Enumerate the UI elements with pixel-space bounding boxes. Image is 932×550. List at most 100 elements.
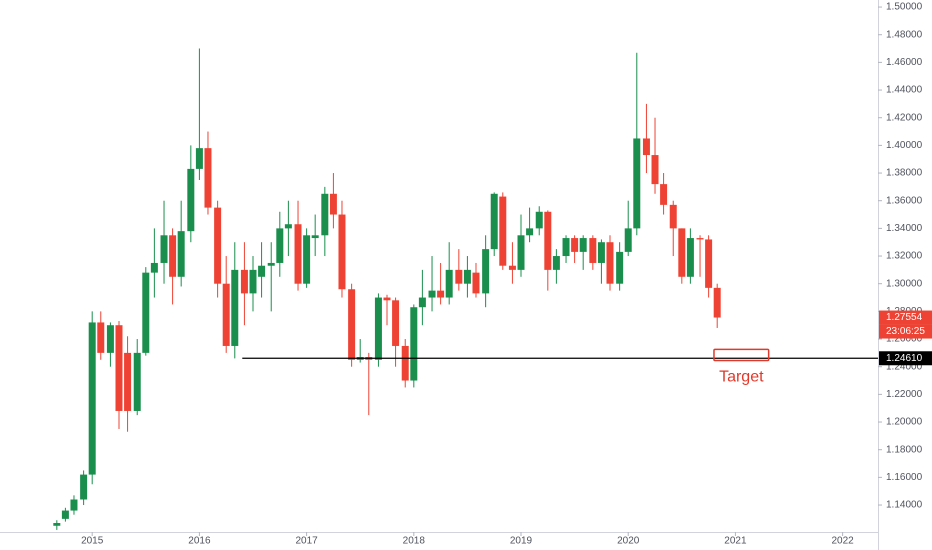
candle-body [249,269,257,294]
candle-body [392,300,400,346]
candle-body [669,204,677,229]
candle-body [597,242,605,263]
candle-body [106,325,114,353]
candle-body [222,283,230,346]
candle-body [383,297,391,301]
candle-body [97,322,105,353]
candle-body [696,238,704,240]
candle-body [499,196,507,266]
candle-body [88,322,96,475]
candle-body [258,265,266,277]
y-tick-label: 1.50000 [886,2,923,13]
x-tick-label: 2015 [81,536,104,547]
y-tick-label: 1.22000 [886,389,923,400]
candle-body [70,499,78,511]
y-tick-label: 1.34000 [886,223,923,234]
y-tick-label: 1.44000 [886,85,923,96]
candle-body [348,289,356,360]
y-tick-label: 1.20000 [886,417,923,428]
x-tick-label: 2019 [510,536,533,547]
x-tick-label: 2020 [617,536,640,547]
support-price-box [879,351,932,366]
candle-body [616,251,624,284]
candle-body [624,228,632,252]
y-tick-label: 1.32000 [886,251,923,262]
candle-body [169,235,177,277]
target-label: Target [719,369,764,386]
candle-body [401,345,409,381]
candle-body [517,235,525,270]
candle-body [606,242,614,284]
candle-body [177,231,185,277]
candle-body [508,265,516,270]
y-tick-label: 1.36000 [886,195,923,206]
x-tick-label: 2016 [188,536,211,547]
y-tick-label: 1.16000 [886,472,923,483]
candle-body [686,238,694,277]
candle-body [463,269,471,284]
candle-body [713,287,721,318]
countdown-box [879,324,932,339]
candle-body [410,307,418,381]
candle-body [61,510,69,519]
candle-body [490,193,498,250]
y-tick-label: 1.24000 [886,361,923,372]
candle-body [142,272,150,353]
candle-body [428,290,436,298]
y-tick-label: 1.46000 [886,57,923,68]
candle-body [133,352,141,411]
candle-body [124,352,132,411]
candle-body [642,138,650,156]
countdown-label: 23:06:25 [886,326,925,337]
x-tick-label: 2022 [831,536,854,547]
y-tick-label: 1.26000 [886,334,923,345]
candle-body [526,228,534,236]
candle-body [445,269,453,298]
candle-body [267,262,275,266]
candle-body [418,297,426,308]
candle-body [80,474,88,500]
candle-body [204,148,212,208]
y-tick-label: 1.48000 [886,29,923,40]
last-price-box [879,310,932,325]
y-tick-label: 1.14000 [886,500,923,511]
target-box [713,348,770,362]
candle-body [150,262,158,273]
candle-body [455,269,463,284]
y-tick-label: 1.40000 [886,140,923,151]
candle-body [705,239,713,288]
candle-body [231,269,239,346]
candle-body [311,235,319,239]
candle-body [678,228,686,277]
y-tick-label: 1.42000 [886,112,923,123]
candle-body [589,238,597,263]
candle-body [195,148,203,169]
candle-body [374,297,382,360]
candle-body [160,235,168,263]
candle-body [303,235,311,284]
candle-body [240,269,248,294]
candle-body [571,238,579,252]
last-price-label: 1.27554 [886,312,923,323]
candle-body [562,238,570,257]
x-tick-label: 2017 [295,536,318,547]
candle-body [579,238,587,252]
candle-body [651,155,659,185]
candle-body [187,168,195,232]
candle-body [544,211,552,270]
candle-body [552,256,560,270]
x-tick-label: 2021 [724,536,747,547]
y-tick-label: 1.30000 [886,278,923,289]
candle-body [535,211,543,229]
candle-body [437,290,445,298]
candle-body [482,249,490,294]
candle-body [472,272,480,294]
x-tick-label: 2018 [403,536,426,547]
candle-body [214,207,222,284]
candle-body [53,523,61,526]
candle-body [294,224,302,284]
candle-body [115,325,123,411]
candle-body [338,214,346,290]
y-tick-label: 1.38000 [886,168,923,179]
